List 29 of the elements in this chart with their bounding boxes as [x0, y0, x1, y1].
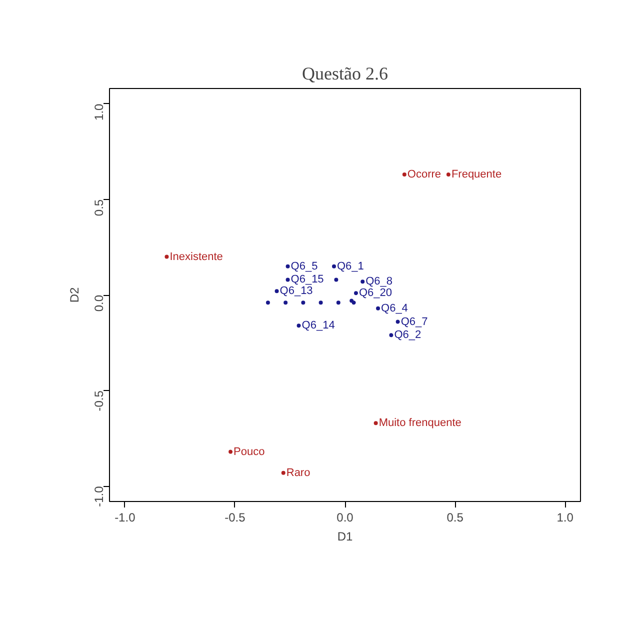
data-label: Q6_5 — [290, 260, 318, 272]
data-label: Q6_4 — [381, 302, 408, 314]
x-tick-label: -1.0 — [114, 510, 136, 524]
data-label: Q6_7 — [400, 316, 428, 328]
x-tick-label: -0.5 — [224, 510, 246, 524]
y-tick-label: -1.0 — [92, 486, 106, 507]
data-label: Frequente — [451, 168, 502, 181]
x-tick-label: 1.0 — [556, 510, 574, 524]
data-label: Q6_20 — [359, 287, 392, 300]
data-label: Q6_15 — [290, 274, 324, 286]
data-label: Raro — [286, 466, 310, 479]
data-label: Inexistente — [170, 250, 223, 263]
x-axis-title: D1 — [337, 530, 353, 544]
y-tick-label: 0.5 — [92, 199, 106, 216]
x-tick-label: 0.0 — [336, 510, 354, 524]
data-label: Q6_8 — [366, 276, 393, 288]
data-label: Pouco — [234, 446, 265, 458]
y-tick-label: 0.0 — [92, 294, 106, 312]
data-label: Q6_1 — [336, 260, 364, 272]
chart-title: Questão 2.6 — [302, 64, 388, 84]
data-label: Muito frenquente — [378, 417, 462, 430]
data-label: Ocorre — [407, 168, 442, 181]
x-tick-label: 0.5 — [446, 510, 464, 524]
y-axis-title: D2 — [68, 287, 82, 303]
data-label: Q6_2 — [394, 329, 422, 342]
data-label: Q6_14 — [302, 320, 335, 332]
y-tick-label: 1.0 — [92, 103, 106, 120]
y-tick-label: -0.5 — [92, 390, 106, 412]
data-label: Q6_13 — [280, 285, 313, 298]
